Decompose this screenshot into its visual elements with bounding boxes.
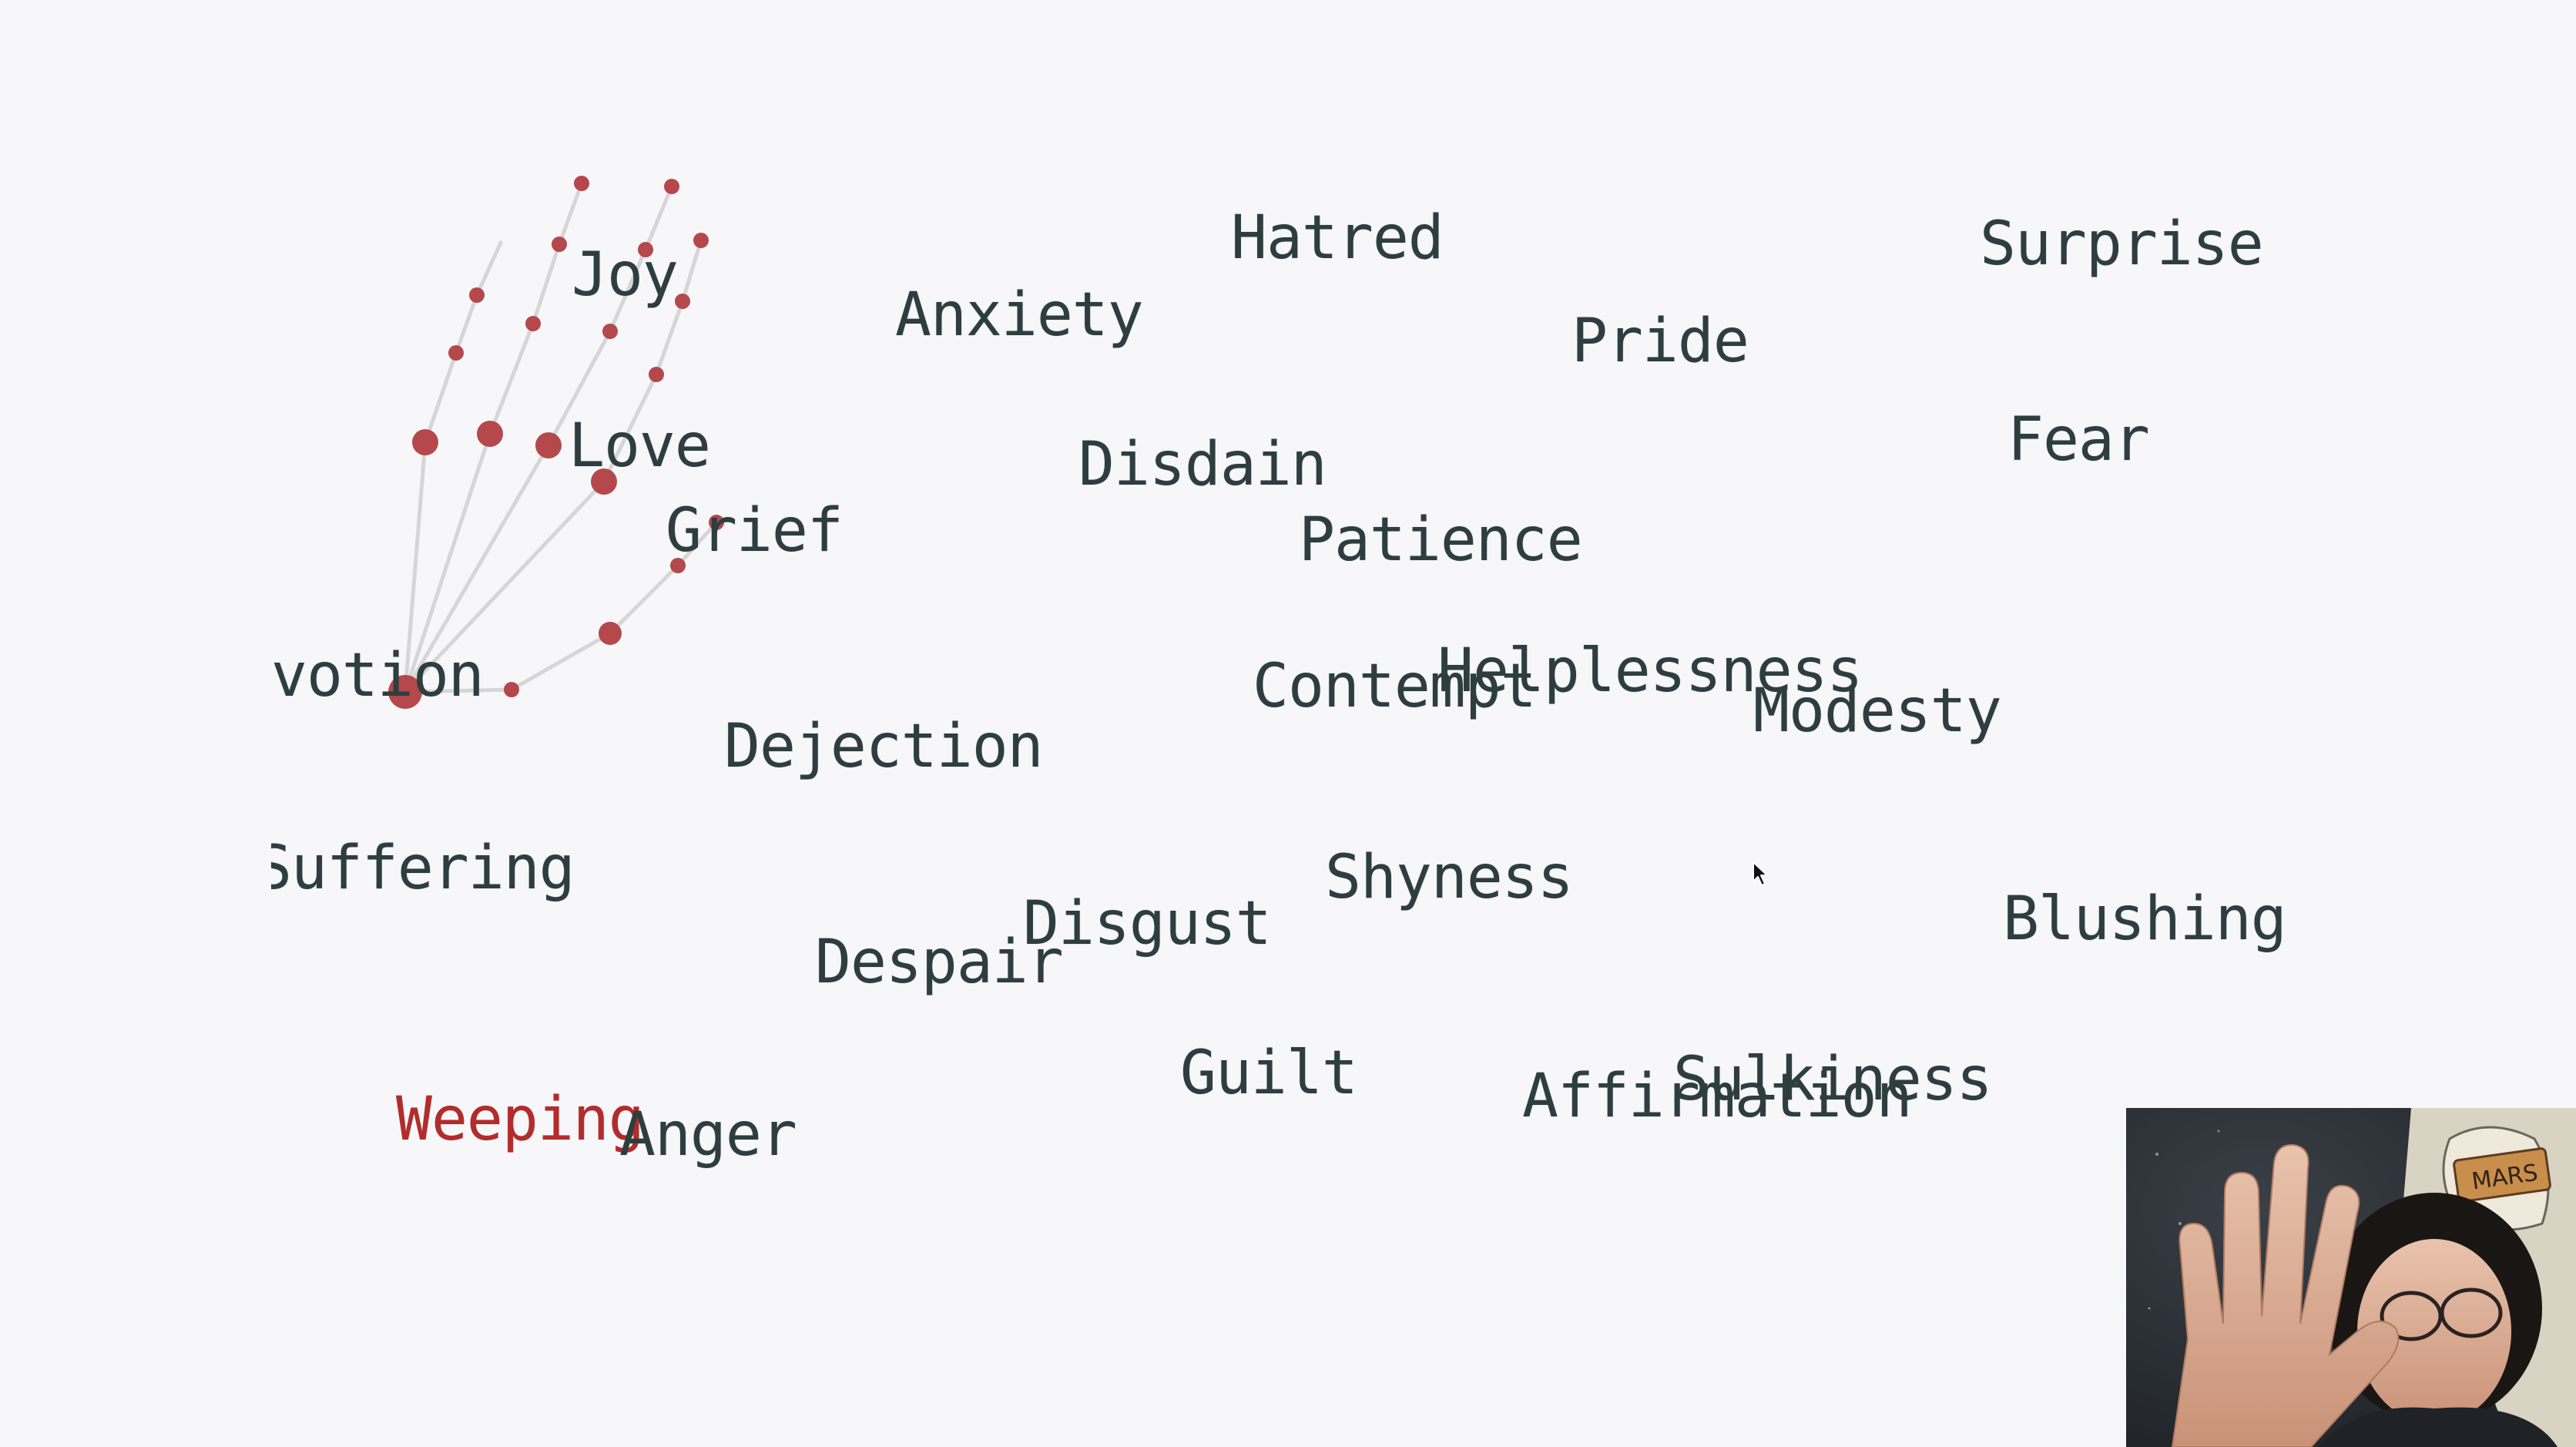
word-canvas: Joy Anxiety Hatred Surprise Pride Love D… [271, 0, 2576, 1447]
word-sulkiness[interactable]: Sulkiness [1673, 1045, 1993, 1114]
word-patience[interactable]: Patience [1299, 505, 1583, 575]
word-modesty[interactable]: Modesty [1753, 676, 2002, 746]
word-pride[interactable]: Pride [1571, 307, 1749, 376]
word-contempt[interactable]: Contempt [1253, 652, 1537, 721]
word-dejection[interactable]: Dejection [724, 712, 1044, 781]
word-helplessness[interactable]: Helplessness [1437, 636, 1863, 706]
word-shyness[interactable]: Shyness [1325, 843, 1574, 912]
word-disdain[interactable]: Disdain [1078, 430, 1327, 499]
word-devotion[interactable]: votion [271, 641, 485, 710]
word-anxiety[interactable]: Anxiety [895, 280, 1144, 350]
mouse-pointer-icon [1753, 861, 1768, 886]
webcam-preview: MARS [2126, 1108, 2576, 1447]
word-blushing[interactable]: Blushing [2003, 885, 2287, 954]
webcam-feed-icon: MARS [2126, 1108, 2576, 1447]
word-suffering[interactable]: Suffering [271, 834, 575, 903]
word-despair[interactable]: Despair [815, 928, 1064, 997]
word-fear[interactable]: Fear [2007, 405, 2150, 475]
word-disgust[interactable]: Disgust [1023, 889, 1272, 959]
word-surprise[interactable]: Surprise [1980, 210, 2264, 279]
word-joy[interactable]: Joy [572, 240, 679, 310]
word-hatred[interactable]: Hatred [1231, 203, 1444, 273]
word-love[interactable]: Love [569, 411, 711, 481]
word-affirmation[interactable]: Affirmation [1522, 1062, 1913, 1131]
word-weeping[interactable]: Weeping [396, 1085, 645, 1154]
word-guilt[interactable]: Guilt [1180, 1039, 1358, 1108]
hand-skeleton-icon [388, 176, 724, 709]
word-anger[interactable]: Anger [619, 1100, 797, 1170]
word-grief[interactable]: Grief [666, 496, 844, 566]
